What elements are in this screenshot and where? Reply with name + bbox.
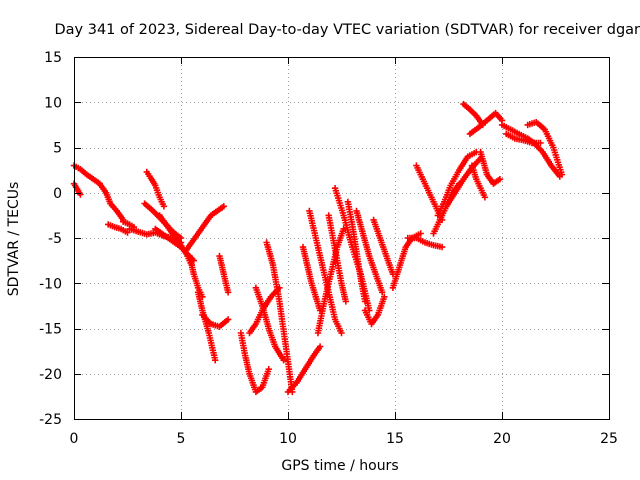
data-point-markers: [263, 239, 296, 396]
y-tick-label: -10: [39, 276, 62, 292]
series-arc-24: [325, 212, 349, 305]
data-point-markers: [143, 168, 168, 210]
x-tick-label: 10: [279, 431, 297, 447]
data-point-markers: [182, 203, 227, 255]
series-arc-03: [96, 180, 127, 224]
data-point-markers: [299, 243, 324, 314]
y-tick-label: -15: [39, 322, 62, 338]
series-arc-21: [299, 243, 324, 314]
data-point-markers: [370, 216, 397, 278]
series-arc-15: [216, 252, 232, 296]
series-arc-05: [105, 221, 131, 236]
series-arc-34: [434, 148, 480, 219]
series-arc-28: [361, 293, 388, 328]
data-point-markers: [306, 207, 345, 337]
x-tick-label: 0: [70, 431, 79, 447]
data-point-markers: [284, 343, 324, 396]
x-tick-label: 5: [177, 431, 186, 447]
data-point-markers: [530, 139, 563, 180]
y-tick-label: 10: [44, 95, 62, 111]
x-axis-label: GPS time / hours: [281, 458, 398, 474]
axis-ticks: [74, 57, 610, 420]
series-arc-20: [284, 343, 324, 396]
series-arc-26: [344, 198, 369, 305]
data-point-markers: [477, 148, 504, 187]
data-point-markers: [361, 293, 388, 328]
data-point-markers: [325, 212, 349, 305]
data-point-markers: [466, 109, 506, 138]
y-tick-label: 5: [53, 141, 62, 157]
series-arc-19: [263, 239, 296, 396]
data-point-markers: [96, 180, 127, 224]
series-arc-23: [306, 207, 345, 337]
data-point-markers: [252, 284, 287, 364]
y-tick-labels: 15 10 5 0 -5 -10 -15 -20 -25: [39, 50, 62, 428]
data-point-markers: [216, 252, 232, 296]
data-point-markers: [344, 198, 369, 305]
series-arc-43: [530, 139, 563, 180]
series-arc-14: [199, 311, 232, 330]
chart-title: Day 341 of 2023, Sidereal Day-to-day VTE…: [54, 22, 640, 38]
x-tick-label: 25: [600, 431, 618, 447]
x-tick-labels: 0 5 10 15 20 25: [70, 431, 618, 447]
series-arc-02: [70, 180, 84, 198]
data-point-markers: [353, 207, 386, 296]
series-arc-16: [237, 329, 272, 396]
series-arc-37: [466, 109, 506, 138]
data-point-markers: [434, 148, 480, 219]
series-arc-07: [143, 168, 168, 210]
data-point-markers: [468, 162, 489, 201]
data-point-markers: [105, 221, 131, 236]
x-tick-label: 15: [386, 431, 404, 447]
data-point-markers: [199, 311, 232, 330]
y-tick-label: 15: [44, 50, 62, 66]
series-arc-38: [468, 162, 489, 201]
y-tick-label: 0: [53, 186, 62, 202]
x-tick-label: 20: [493, 431, 511, 447]
series-arc-31: [404, 234, 446, 251]
y-tick-label: -20: [39, 367, 62, 383]
data-point-markers: [70, 180, 84, 198]
series-arc-11: [182, 203, 227, 255]
data-point-markers: [404, 234, 446, 251]
y-axis-label: SDTVAR / TECUs: [6, 182, 22, 297]
data-point-markers: [524, 119, 566, 178]
y-tick-label: -25: [39, 412, 62, 428]
series-arc-27: [353, 207, 386, 296]
series-arc-42: [524, 119, 566, 178]
series-arc-39: [477, 148, 504, 187]
series-arc-18: [252, 284, 287, 364]
y-tick-label: -5: [48, 231, 62, 247]
data-markers: [70, 100, 566, 396]
series-arc-29: [370, 216, 397, 278]
data-point-markers: [237, 329, 272, 396]
